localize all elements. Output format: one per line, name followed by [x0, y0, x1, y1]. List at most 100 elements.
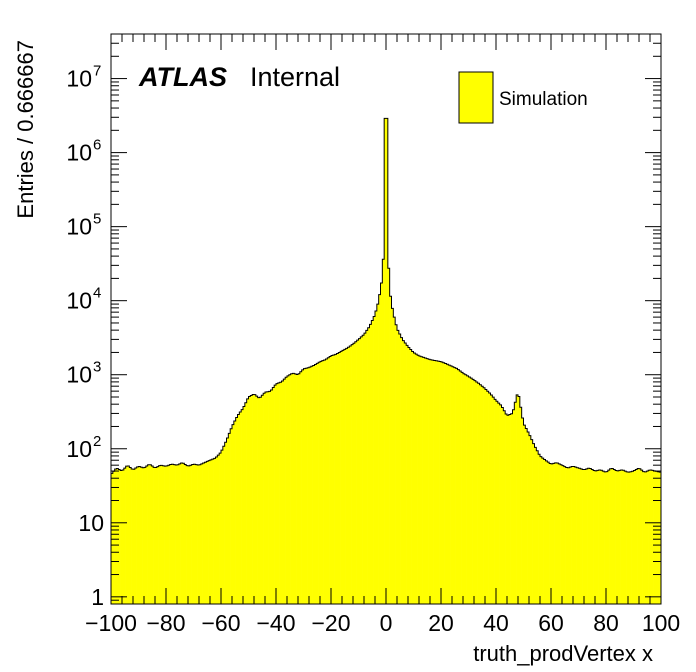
histogram-bin: [494, 399, 497, 604]
histogram-layer: [111, 117, 662, 604]
histogram-bin: [116, 468, 119, 604]
histogram-bin: [294, 373, 297, 604]
histogram-bin: [197, 465, 200, 604]
histogram-bin: [160, 465, 163, 604]
histogram-bin: [624, 471, 627, 604]
histogram-bin: [290, 373, 293, 604]
histogram-bin: [389, 296, 392, 604]
histogram-bin: [595, 470, 598, 604]
y-tick-label: 10: [66, 66, 92, 92]
histogram-bin: [439, 361, 442, 604]
histogram-bin: [327, 357, 330, 604]
histogram-bin: [309, 367, 312, 604]
histogram-bin: [505, 414, 508, 604]
histogram-bin: [631, 471, 634, 604]
histogram-bin: [470, 378, 473, 604]
histogram-bin: [138, 466, 141, 604]
histogram-bin: [587, 468, 590, 604]
histogram-bin: [402, 340, 405, 604]
histogram-bin: [492, 397, 495, 604]
y-tick-exponent: 5: [93, 211, 101, 228]
histogram-bin: [228, 433, 231, 604]
histogram-bin: [554, 462, 557, 604]
histogram-bin: [164, 466, 167, 604]
histogram-bin: [499, 404, 502, 604]
histogram-bin: [188, 465, 191, 604]
y-tick-label: 10: [66, 362, 92, 388]
histogram-bin: [481, 386, 484, 604]
histogram-bin: [118, 469, 121, 604]
histogram-bin: [156, 466, 159, 604]
histogram-bin: [331, 355, 334, 604]
histogram-bin: [244, 402, 247, 604]
histogram-bin: [318, 362, 321, 604]
histogram-bin: [248, 396, 251, 604]
histogram-bin: [305, 368, 308, 604]
histogram-bin: [442, 362, 445, 604]
histogram-bin: [347, 347, 350, 604]
histogram-bin: [571, 466, 574, 604]
histogram-bin: [411, 351, 414, 604]
histogram-bin: [177, 464, 180, 604]
histogram-bin: [620, 469, 623, 604]
histogram-bin: [329, 356, 332, 604]
histogram-bin: [186, 465, 189, 604]
histogram-bin: [246, 398, 249, 604]
histogram-bin: [479, 384, 482, 604]
histogram-bin: [422, 357, 425, 604]
histogram-bin: [543, 459, 546, 604]
histogram-bin: [534, 447, 537, 604]
histogram-bin: [444, 363, 447, 604]
histogram-bin: [580, 468, 583, 604]
histogram-bin: [540, 456, 543, 604]
histogram-bin: [144, 467, 147, 604]
histogram-bin: [120, 470, 123, 604]
y-tick-label: 10: [78, 510, 104, 536]
histogram-bin: [122, 470, 125, 604]
histogram-bin: [551, 463, 554, 604]
x-tick-label: −80: [146, 610, 185, 636]
histogram-bin: [235, 417, 238, 604]
histogram-bin: [384, 118, 387, 604]
histogram-bin: [349, 345, 352, 604]
histogram-bin: [435, 360, 438, 604]
histogram-bin: [424, 357, 427, 604]
histogram-bin: [125, 466, 128, 604]
histogram-bin: [279, 382, 282, 604]
histogram-bin: [584, 469, 587, 604]
histogram-bin: [233, 421, 236, 604]
histogram-bin: [503, 410, 506, 604]
y-tick-label: 10: [66, 214, 92, 240]
histogram-bin: [362, 335, 365, 604]
histogram-bin: [549, 463, 552, 604]
histogram-bin: [626, 471, 629, 604]
histogram-bin: [433, 360, 436, 604]
histogram-bin: [371, 320, 374, 604]
histogram-bin: [367, 327, 370, 604]
histogram-bin: [640, 470, 643, 604]
histogram-bin: [628, 472, 631, 604]
histogram-bin: [464, 374, 467, 604]
histogram-bin: [382, 259, 385, 604]
histogram-bin: [189, 465, 192, 604]
histogram-bin: [529, 435, 532, 604]
histogram-bin: [140, 467, 143, 604]
legend-swatch: [458, 71, 494, 124]
histogram-bin: [569, 467, 572, 604]
histogram-bin: [518, 396, 521, 604]
histogram-bin: [301, 369, 304, 604]
histogram-bin: [193, 464, 196, 604]
histogram-bin: [208, 460, 211, 604]
histogram-bin: [166, 465, 169, 604]
histogram-bin: [507, 415, 510, 604]
histogram-bin: [485, 389, 488, 604]
histogram-bin: [635, 469, 638, 604]
histogram-bin: [642, 471, 645, 604]
histogram-bin: [298, 373, 301, 604]
histogram-bin: [364, 333, 367, 604]
histogram-bin: [613, 469, 616, 604]
histogram-bin: [206, 461, 209, 604]
histogram-bin: [474, 380, 477, 604]
histogram-bin: [593, 470, 596, 604]
histogram-bin: [644, 471, 647, 604]
